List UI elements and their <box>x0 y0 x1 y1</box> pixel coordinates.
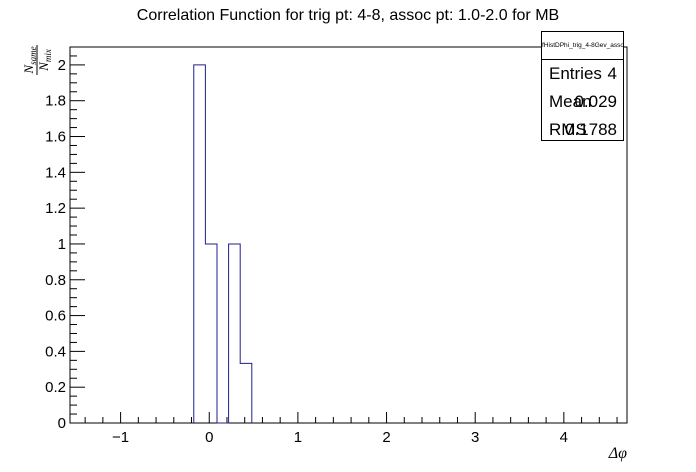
y-label-denominator-sub: mix <box>43 49 53 62</box>
y-tick-label: 0.4 <box>45 343 66 360</box>
histogram-bin <box>194 65 206 423</box>
x-tick-label: 3 <box>471 429 479 446</box>
histogram-series-line <box>193 64 253 424</box>
y-tick-label: 1.6 <box>45 129 66 146</box>
stats-entries-value: 4 <box>607 64 617 83</box>
x-tick-label: 2 <box>382 429 390 446</box>
y-tick-label: 0.8 <box>45 272 66 289</box>
stats-mean-label: Mean <box>549 92 592 111</box>
histogram-bins <box>194 65 252 423</box>
stats-entries-label: Entries <box>549 64 602 83</box>
stats-rms-label: RMS <box>549 120 587 139</box>
y-tick-label: 1.4 <box>45 164 66 181</box>
x-tick-label: 4 <box>560 429 568 446</box>
histogram-bin <box>240 363 252 423</box>
y-label-numerator: N <box>21 64 36 75</box>
x-axis: −1 0 1 2 3 4 <box>84 412 618 446</box>
y-tick-label: 1.8 <box>45 93 66 110</box>
svg-text:Nsame: Nsame <box>21 46 38 74</box>
stats-box-histogram-name: fHistDPhi_trig_4-8Gev_assoc_4-8Gev_MB <box>542 32 623 60</box>
stats-rms-value: 0.1788 <box>565 120 617 139</box>
y-tick-label: 2 <box>58 57 66 74</box>
y-axis-label: Nsame Nmix <box>21 45 53 75</box>
svg-text:Nmix: Nmix <box>36 49 53 72</box>
histogram-bin <box>205 244 217 423</box>
stats-mean-value: 0.029 <box>574 92 617 111</box>
stats-row-rms: RMS 0.1788 <box>542 116 623 144</box>
x-tick-label: −1 <box>112 429 129 446</box>
histogram-bin <box>229 244 241 423</box>
y-tick-label: 0.6 <box>45 308 66 325</box>
y-tick-label: 0 <box>58 415 66 432</box>
y-axis: 0 0.2 0.4 0.6 0.8 1 1.2 1.4 1.6 1.8 2 <box>45 46 85 432</box>
stats-row-entries: Entries 4 <box>542 60 623 88</box>
stats-box: fHistDPhi_trig_4-8Gev_assoc_4-8Gev_MB En… <box>541 31 624 141</box>
x-tick-label: 0 <box>205 429 213 446</box>
chart-title: Correlation Function for trig pt: 4-8, a… <box>137 7 559 24</box>
stats-row-mean: Mean 0.029 <box>542 88 623 116</box>
y-tick-label: 0.2 <box>45 379 66 396</box>
y-tick-label: 1 <box>58 236 66 253</box>
x-axis-label: Δφ <box>608 445 627 462</box>
x-tick-label: 1 <box>294 429 302 446</box>
y-label-denominator: N <box>36 61 51 72</box>
y-label-numerator-sub: same <box>28 46 38 65</box>
y-tick-label: 1.2 <box>45 200 66 217</box>
